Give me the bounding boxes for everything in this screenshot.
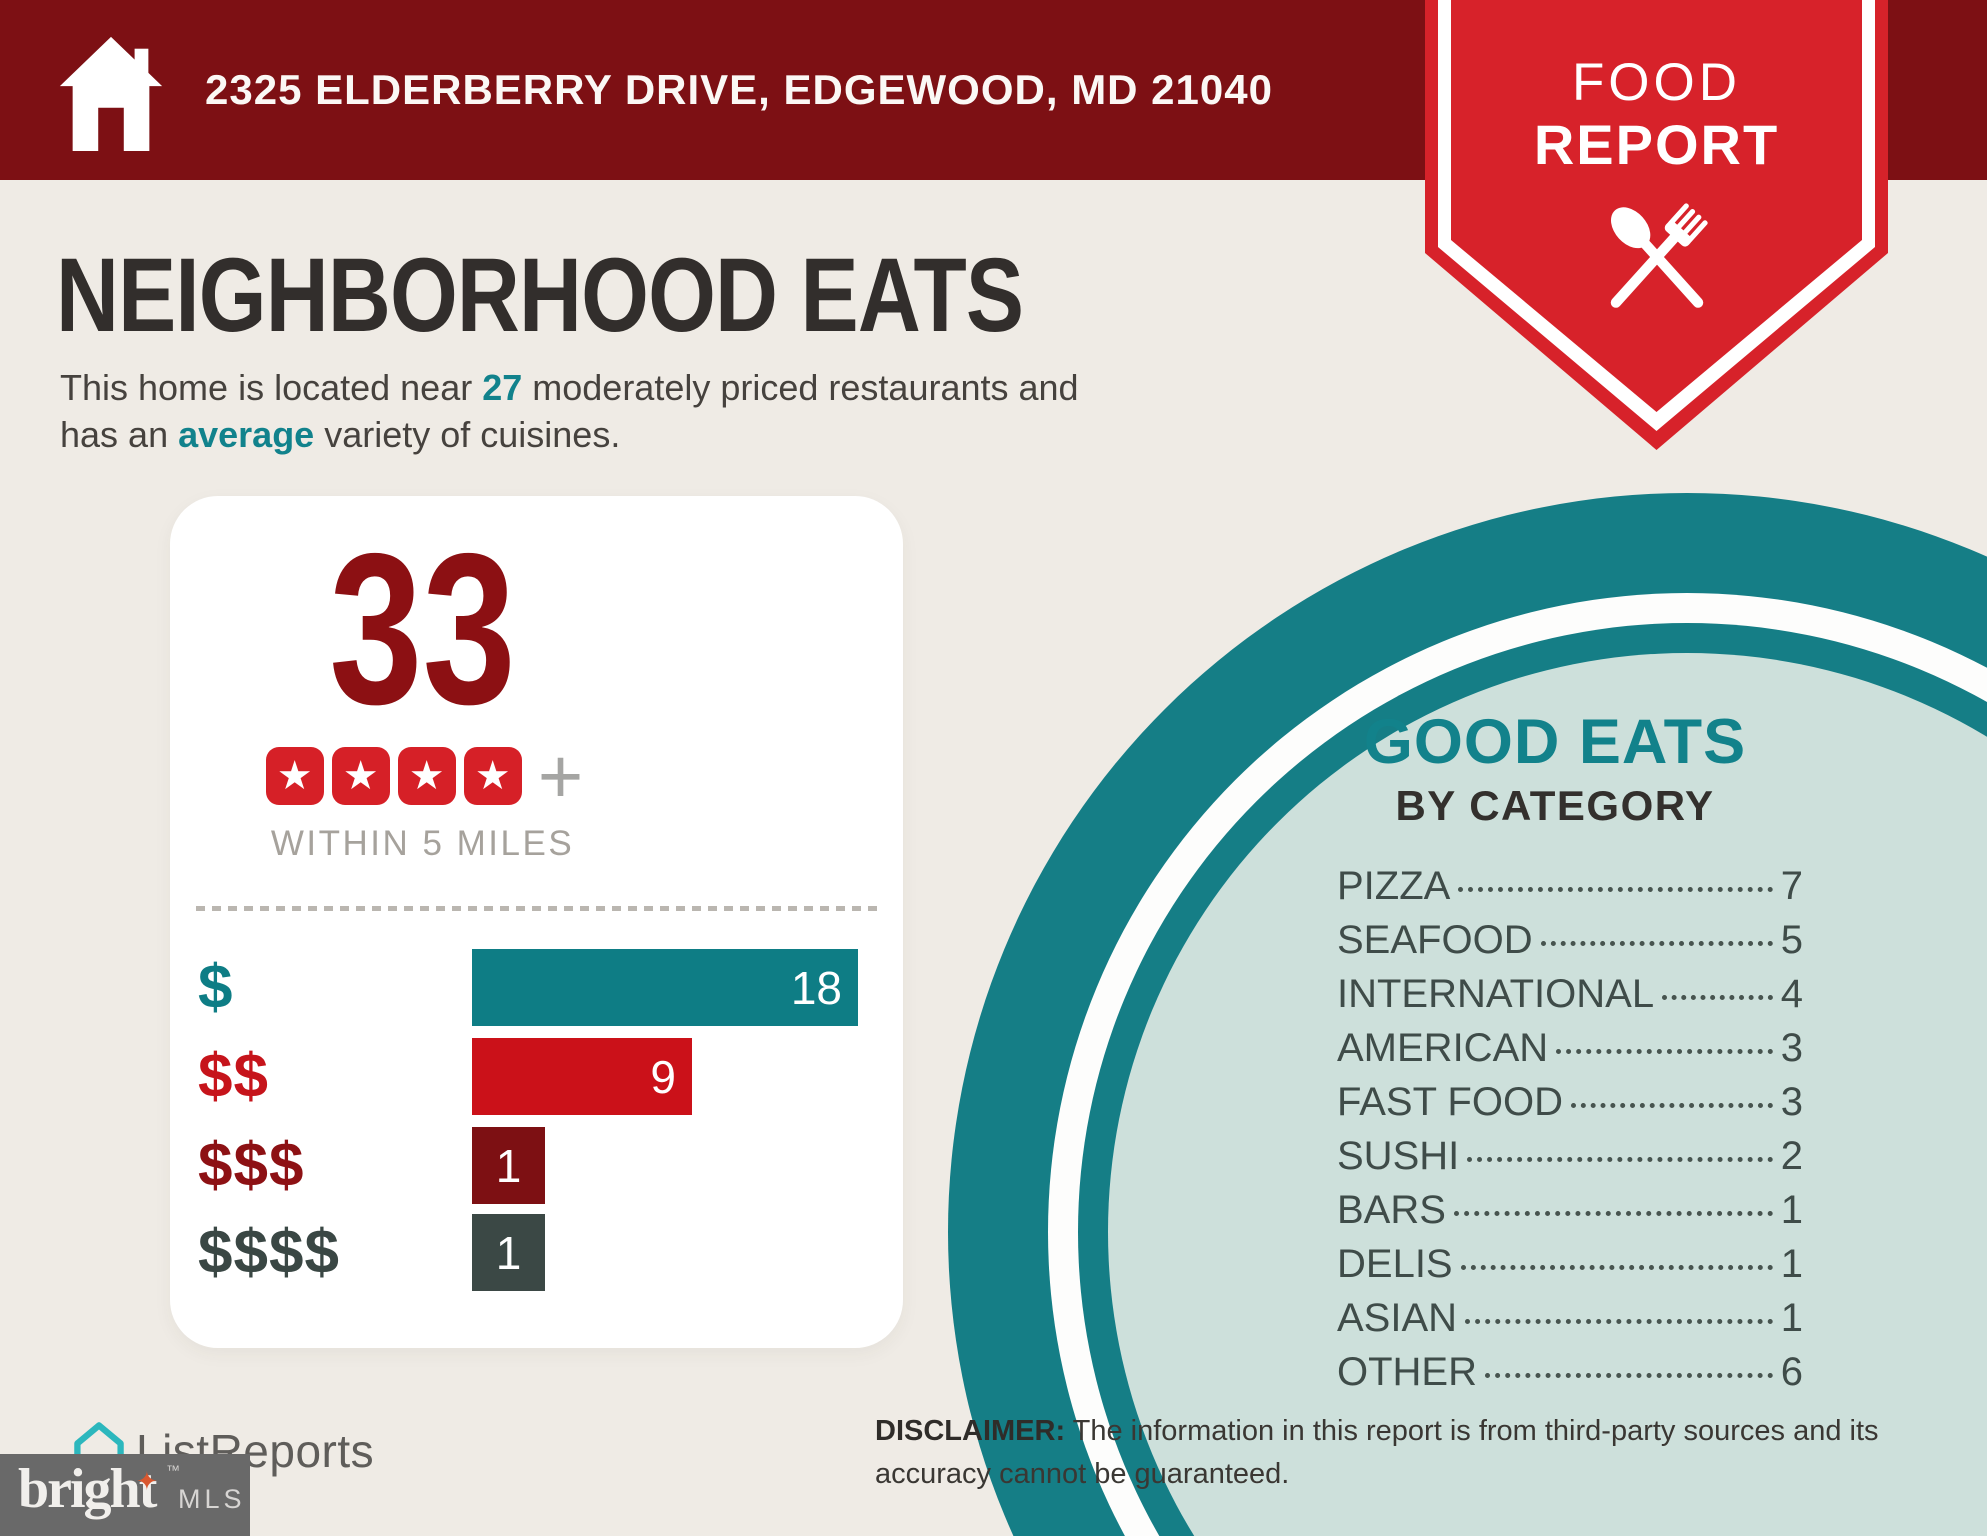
- badge-title-food: FOOD: [1571, 53, 1742, 112]
- category-label: OTHER: [1337, 1350, 1477, 1394]
- page-title: NEIGHBORHOOD EATS: [56, 237, 1024, 354]
- category-value: 2: [1780, 1134, 1803, 1178]
- category-row: ASIAN 1: [1337, 1296, 1803, 1350]
- category-label: SEAFOOD: [1337, 918, 1533, 962]
- dotted-leader: [1453, 1211, 1773, 1216]
- card-divider: [196, 906, 877, 911]
- trademark-symbol: ™: [166, 1462, 180, 1478]
- ribbon-shape: [1425, 0, 1888, 450]
- category-row: INTERNATIONAL 4: [1337, 972, 1803, 1026]
- rating-stars: ★ ★ ★ ★ +: [170, 732, 675, 820]
- category-label: BARS: [1337, 1188, 1446, 1232]
- radius-label: WITHIN 5 MILES: [270, 824, 575, 863]
- category-row: SUSHI 2: [1337, 1134, 1803, 1188]
- price-tier-label: $$: [198, 1042, 269, 1111]
- bar-value: 9: [650, 1050, 676, 1103]
- intro-text: This home is located near 27 moderately …: [60, 364, 1260, 458]
- category-list: PIZZA 7 SEAFOOD 5 INTERNATIONAL 4 AMERICAN 3…: [1337, 864, 1803, 1404]
- category-value: 1: [1780, 1296, 1803, 1340]
- price-tier-bar: 18: [472, 949, 858, 1026]
- good-eats-heading: GOOD EATS: [1363, 707, 1747, 777]
- disclaimer-text: DISCLAIMER: The information in this repo…: [875, 1410, 1987, 1496]
- bar-value: 18: [790, 961, 842, 1014]
- price-tier-bar: 9: [472, 1038, 692, 1115]
- category-label: FAST FOOD: [1337, 1080, 1563, 1124]
- dotted-leader: [1467, 1157, 1773, 1162]
- price-tier-row: $$$ 1: [170, 1127, 903, 1204]
- home-icon: [59, 36, 163, 151]
- by-category-subheading: BY CATEGORY: [1395, 782, 1715, 829]
- category-value: 6: [1780, 1350, 1803, 1394]
- dotted-leader: [1485, 1373, 1773, 1378]
- star-icon: ★: [397, 747, 456, 805]
- intro-line1-pre: This home is located near: [60, 367, 483, 408]
- disclaimer-line2: accuracy cannot be guaranteed.: [875, 1458, 1290, 1490]
- category-label: PIZZA: [1337, 864, 1451, 908]
- disclaimer-line1: The information in this report is from t…: [1065, 1415, 1879, 1447]
- disclaimer-label: DISCLAIMER:: [875, 1415, 1066, 1447]
- dotted-leader: [1458, 887, 1773, 892]
- price-tier-label: $: [198, 953, 234, 1022]
- price-tier-bar: 1: [472, 1127, 545, 1204]
- category-value: 4: [1780, 972, 1803, 1016]
- category-row: DELIS 1: [1337, 1242, 1803, 1296]
- dotted-leader: [1556, 1049, 1773, 1054]
- dotted-leader: [1662, 995, 1773, 1000]
- restaurant-count-inline: 27: [482, 367, 523, 408]
- crossed-utensils-icon: [1610, 203, 1708, 308]
- bright-mls-logo: bright ✦ ™ MLS: [0, 1454, 250, 1536]
- price-tier-row: $$$$ 1: [170, 1214, 903, 1291]
- dotted-leader: [1465, 1319, 1773, 1324]
- category-label: ASIAN: [1337, 1296, 1458, 1340]
- star-icon: ★: [331, 747, 390, 805]
- bright-wordmark: bright: [18, 1458, 157, 1520]
- star-icon: ★: [463, 747, 522, 805]
- restaurant-stats-card: [170, 496, 903, 1348]
- price-tier-bar: 1: [472, 1214, 545, 1291]
- category-value: 1: [1780, 1242, 1803, 1286]
- category-row: BARS 1: [1337, 1188, 1803, 1242]
- category-value: 1: [1780, 1188, 1803, 1232]
- price-tier-row: $ 18: [170, 949, 903, 1026]
- category-value: 3: [1780, 1080, 1803, 1124]
- category-label: SUSHI: [1337, 1134, 1460, 1178]
- food-report-badge: FOOD REPORT: [1425, 0, 1888, 452]
- bar-value: 1: [495, 1139, 522, 1192]
- price-tier-label: $$$$: [198, 1218, 340, 1287]
- dotted-leader: [1570, 1103, 1773, 1108]
- category-row: FAST FOOD 3: [1337, 1080, 1803, 1134]
- category-value: 5: [1780, 918, 1803, 962]
- category-label: INTERNATIONAL: [1337, 972, 1655, 1016]
- dotted-leader: [1460, 1265, 1773, 1270]
- category-value: 7: [1780, 864, 1803, 908]
- category-label: DELIS: [1337, 1242, 1453, 1286]
- dotted-leader: [1540, 941, 1773, 946]
- badge-title-report: REPORT: [1533, 113, 1780, 176]
- bright-sparkle-icon: ✦: [136, 1466, 158, 1496]
- category-label: AMERICAN: [1337, 1026, 1549, 1070]
- intro-line1-post: moderately priced restaurants and: [522, 367, 1079, 408]
- price-tier-label: $$$: [198, 1131, 305, 1200]
- category-value: 3: [1780, 1026, 1803, 1070]
- category-row: OTHER 6: [1337, 1350, 1803, 1404]
- price-tier-row: $$ 9: [170, 1038, 903, 1115]
- category-row: PIZZA 7: [1337, 864, 1803, 918]
- mls-wordmark: MLS: [178, 1484, 246, 1514]
- category-row: AMERICAN 3: [1337, 1026, 1803, 1080]
- plus-icon: +: [537, 732, 584, 820]
- star-icon: ★: [265, 747, 324, 805]
- bar-value: 1: [495, 1226, 522, 1279]
- property-address: 2325 ELDERBERRY DRIVE, EDGEWOOD, MD 2104…: [205, 66, 1273, 113]
- intro-line2-post: variety of cuisines.: [314, 414, 621, 455]
- category-row: SEAFOOD 5: [1337, 918, 1803, 972]
- total-restaurant-count: 33: [329, 508, 516, 749]
- variety-highlight: average: [178, 414, 315, 455]
- intro-line2-pre: has an: [60, 414, 179, 455]
